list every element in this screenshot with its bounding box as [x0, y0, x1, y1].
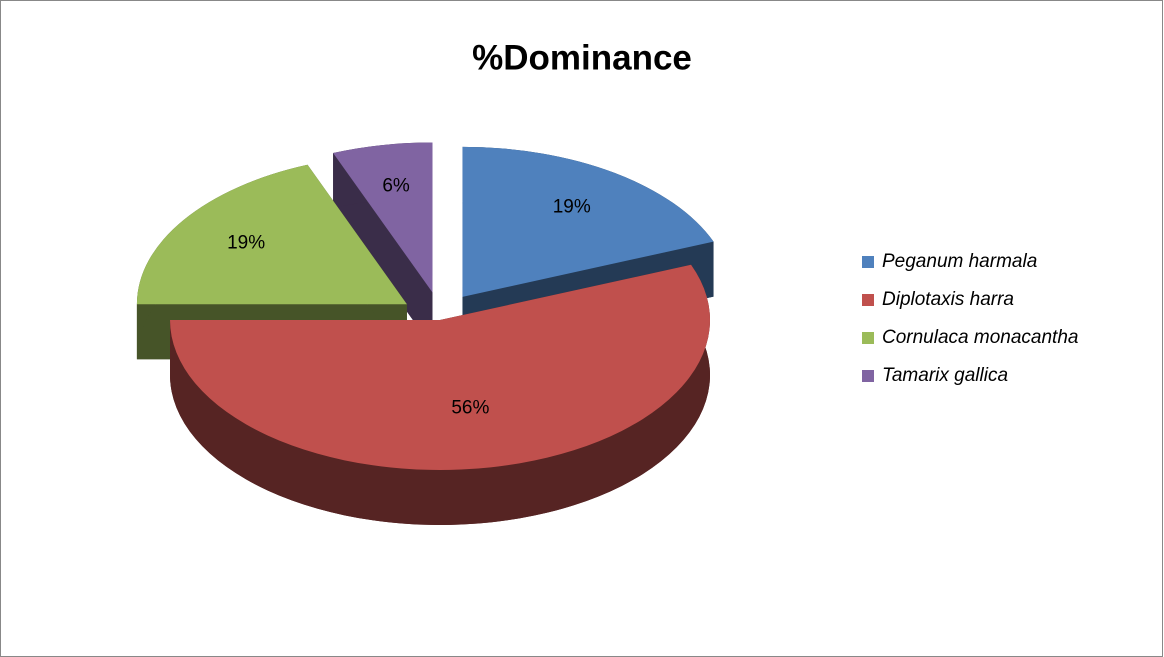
legend-label: Cornulaca monacantha — [882, 327, 1078, 348]
data-label: 19% — [553, 197, 591, 218]
legend-swatch — [862, 332, 874, 344]
slice — [333, 142, 433, 293]
legend-label: Peganum harmala — [882, 251, 1037, 272]
legend-swatch — [862, 294, 874, 306]
legend-label: Diplotaxis harra — [882, 289, 1014, 310]
slice-side — [170, 264, 710, 526]
slice — [170, 264, 710, 470]
slice — [136, 164, 407, 305]
data-label: 56% — [451, 397, 489, 418]
legend-swatch — [862, 256, 874, 268]
data-label: 6% — [382, 175, 410, 196]
chart-title: %Dominance — [472, 38, 692, 77]
legend-swatch — [862, 370, 874, 382]
legend-label: Tamarix gallica — [882, 365, 1008, 386]
data-label: 19% — [227, 233, 265, 254]
slice — [462, 146, 714, 297]
